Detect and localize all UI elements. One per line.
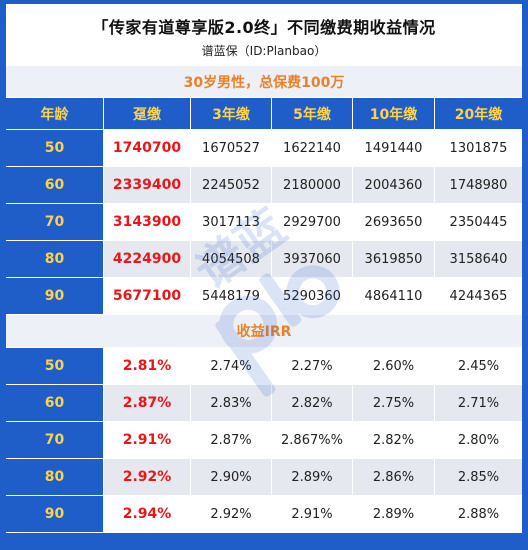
- value-cell-highlight: 5677100: [104, 278, 191, 315]
- irr-cell: 2.88%: [435, 496, 522, 533]
- value-cell: 3017113: [191, 204, 272, 241]
- irr-cell: 2.87%: [191, 422, 272, 459]
- irr-cell: 2.75%: [353, 385, 435, 422]
- returns-table: 30岁男性，总保费100万 年龄 趸缴 3年缴 5年缴 10年缴 20年缴 50…: [6, 66, 522, 533]
- column-header-5yr: 5年缴: [272, 98, 353, 130]
- value-cell: 3158640: [435, 241, 522, 278]
- age-cell: 60: [6, 385, 104, 422]
- irr-cell: 2.867%%: [272, 422, 353, 459]
- irr-cell: 2.80%: [435, 422, 522, 459]
- age-cell: 60: [6, 167, 104, 204]
- value-cell-highlight: 3143900: [104, 204, 191, 241]
- irr-cell: 2.92%: [191, 496, 272, 533]
- irr-cell-highlight: 2.87%: [104, 385, 191, 422]
- value-cell: 2350445: [435, 204, 522, 241]
- irr-cell: 2.90%: [191, 459, 272, 496]
- value-cell: 5290360: [272, 278, 353, 315]
- value-cell: 4244365: [435, 278, 522, 315]
- value-cell-highlight: 1740700: [104, 130, 191, 167]
- value-cell: 1670527: [191, 130, 272, 167]
- irr-cell: 2.89%: [272, 459, 353, 496]
- table-row: 60 2.87% 2.83% 2.82% 2.75% 2.71%: [6, 385, 522, 422]
- column-header-age: 年龄: [6, 98, 104, 130]
- table-row: 90 2.94% 2.92% 2.91% 2.89% 2.88%: [6, 496, 522, 533]
- table-header-row: 年龄 趸缴 3年缴 5年缴 10年缴 20年缴: [6, 98, 522, 130]
- age-cell: 50: [6, 348, 104, 385]
- value-cell: 2004360: [353, 167, 435, 204]
- value-cell: 5448179: [191, 278, 272, 315]
- value-cell: 3619850: [353, 241, 435, 278]
- irr-cell: 2.86%: [353, 459, 435, 496]
- value-cell: 3937060: [272, 241, 353, 278]
- irr-cell-highlight: 2.92%: [104, 459, 191, 496]
- section-banner-irr: 收益IRR: [6, 315, 522, 348]
- irr-cell-highlight: 2.91%: [104, 422, 191, 459]
- value-cell: 2929700: [272, 204, 353, 241]
- table-row: 50 1740700 1670527 1622140 1491440 13018…: [6, 130, 522, 167]
- irr-cell: 2.83%: [191, 385, 272, 422]
- irr-cell: 2.71%: [435, 385, 522, 422]
- title-box: 「传家有道尊享版2.0终」不同缴费期收益情况 谱蓝保（ID:Planbao）: [6, 4, 522, 66]
- table-row: 70 2.91% 2.87% 2.867%% 2.82% 2.80%: [6, 422, 522, 459]
- irr-cell: 2.74%: [191, 348, 272, 385]
- value-cell: 1748980: [435, 167, 522, 204]
- page-subtitle: 谱蓝保（ID:Planbao）: [201, 44, 327, 58]
- value-cell: 4864110: [353, 278, 435, 315]
- age-cell: 50: [6, 130, 104, 167]
- value-cell-highlight: 4224900: [104, 241, 191, 278]
- value-cell-highlight: 2339400: [104, 167, 191, 204]
- table-row: 80 4224900 4054508 3937060 3619850 31586…: [6, 241, 522, 278]
- column-header-single: 趸缴: [104, 98, 191, 130]
- table-row: 90 5677100 5448179 5290360 4864110 42443…: [6, 278, 522, 315]
- irr-cell-highlight: 2.94%: [104, 496, 191, 533]
- irr-cell: 2.89%: [353, 496, 435, 533]
- table-row: 80 2.92% 2.90% 2.89% 2.86% 2.85%: [6, 459, 522, 496]
- irr-cell: 2.85%: [435, 459, 522, 496]
- value-cell: 2693650: [353, 204, 435, 241]
- value-cell: 1491440: [353, 130, 435, 167]
- age-cell: 70: [6, 204, 104, 241]
- column-header-3yr: 3年缴: [191, 98, 272, 130]
- value-cell: 4054508: [191, 241, 272, 278]
- column-header-20yr: 20年缴: [435, 98, 522, 130]
- value-cell: 2245052: [191, 167, 272, 204]
- irr-cell: 2.27%: [272, 348, 353, 385]
- page-title: 「传家有道尊享版2.0终」不同缴费期收益情况: [92, 18, 436, 37]
- table-row: 70 3143900 3017113 2929700 2693650 23504…: [6, 204, 522, 241]
- table-row: 60 2339400 2245052 2180000 2004360 17489…: [6, 167, 522, 204]
- irr-cell: 2.91%: [272, 496, 353, 533]
- irr-cell: 2.45%: [435, 348, 522, 385]
- irr-cell: 2.82%: [272, 385, 353, 422]
- column-header-10yr: 10年缴: [353, 98, 435, 130]
- section-banner-premium: 30岁男性，总保费100万: [6, 66, 522, 98]
- irr-cell-highlight: 2.81%: [104, 348, 191, 385]
- age-cell: 90: [6, 496, 104, 533]
- table-row: 50 2.81% 2.74% 2.27% 2.60% 2.45%: [6, 348, 522, 385]
- age-cell: 80: [6, 241, 104, 278]
- value-cell: 2180000: [272, 167, 353, 204]
- age-cell: 70: [6, 422, 104, 459]
- value-cell: 1622140: [272, 130, 353, 167]
- value-cell: 1301875: [435, 130, 522, 167]
- age-cell: 80: [6, 459, 104, 496]
- irr-cell: 2.60%: [353, 348, 435, 385]
- age-cell: 90: [6, 278, 104, 315]
- irr-cell: 2.82%: [353, 422, 435, 459]
